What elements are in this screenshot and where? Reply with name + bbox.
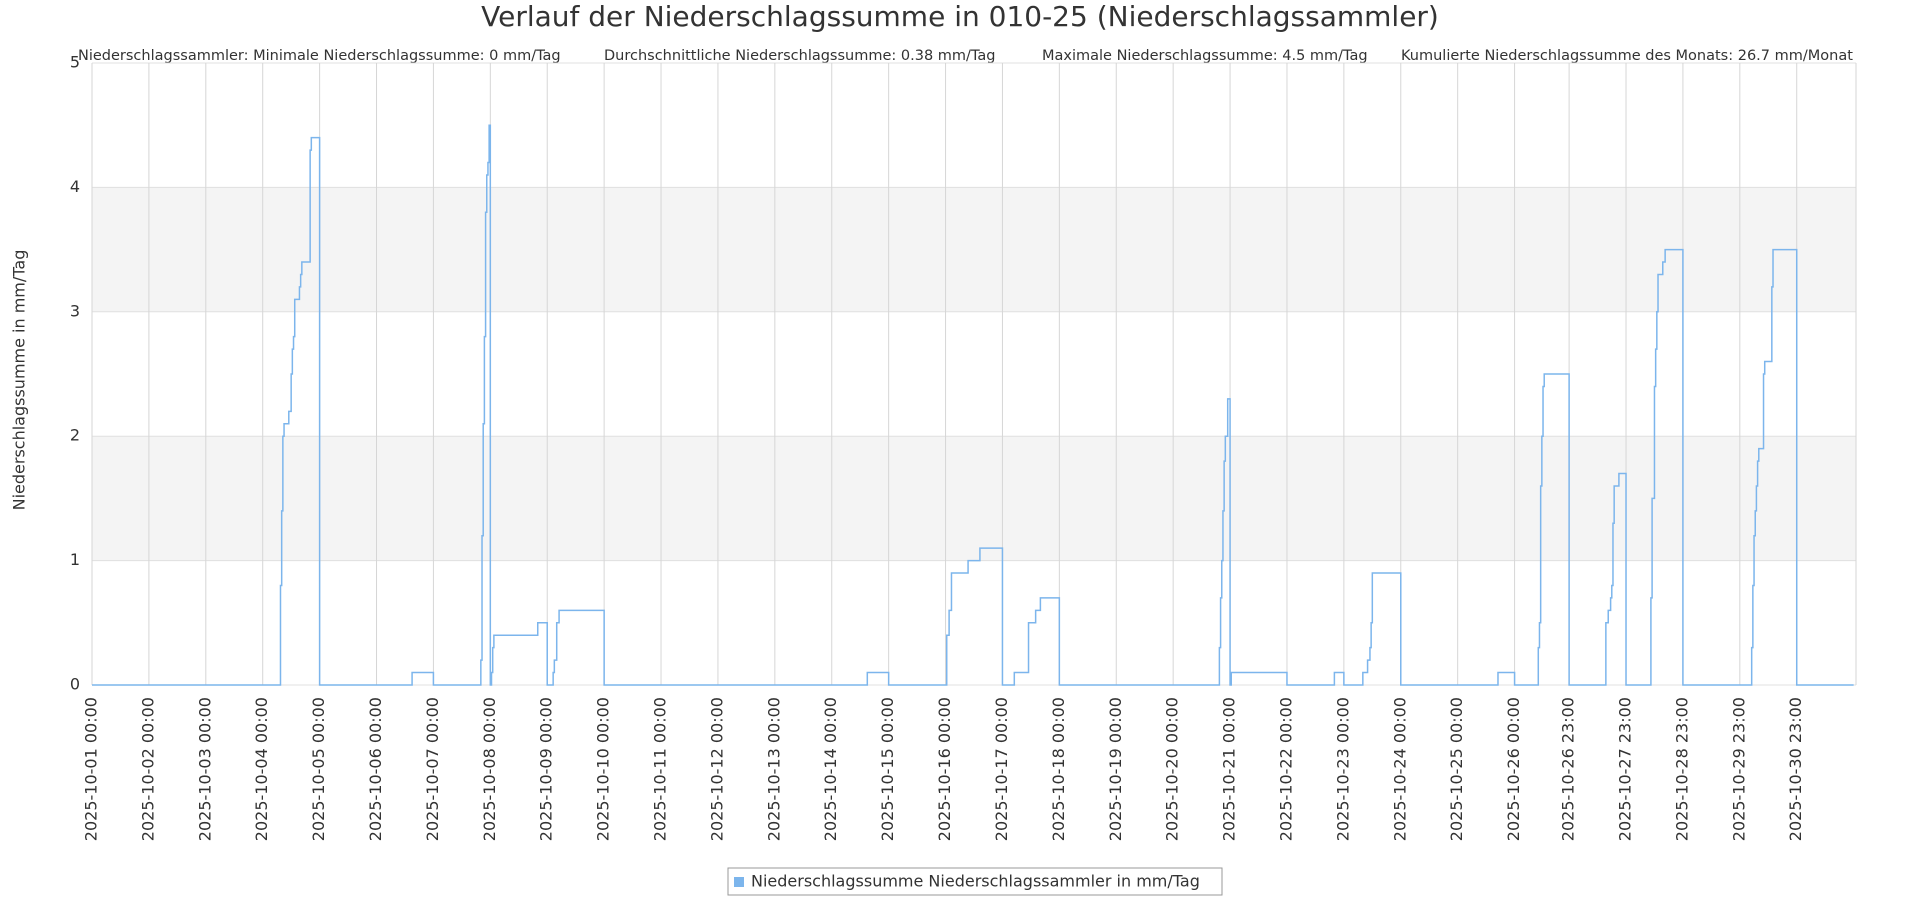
x-tick-label: 2025-10-23 00:00 (1333, 697, 1352, 841)
x-tick-label: 2025-10-30 23:00 (1786, 697, 1805, 841)
x-tick-label: 2025-10-16 00:00 (935, 697, 954, 841)
x-tick-label: 2025-10-22 00:00 (1276, 697, 1295, 841)
y-axis-label: Niederschlagssumme in mm/Tag (10, 250, 29, 511)
x-tick-label: 2025-10-19 00:00 (1106, 697, 1125, 841)
x-tick-label: 2025-10-29 23:00 (1729, 697, 1748, 841)
chart-title: Verlauf der Niederschlagssumme in 010-25… (481, 0, 1439, 33)
x-tick-label: 2025-10-18 00:00 (1049, 697, 1068, 841)
x-tick-label: 2025-10-12 00:00 (707, 697, 726, 841)
x-tick-label: 2025-10-17 00:00 (992, 697, 1011, 841)
x-tick-label: 2025-10-04 00:00 (252, 697, 271, 841)
x-tick-label: 2025-10-25 00:00 (1447, 697, 1466, 841)
legend-box (727, 867, 1223, 896)
legend-label: Niederschlagssumme Niederschlagssammler … (751, 872, 1200, 891)
x-tick-label: 2025-10-11 00:00 (651, 697, 670, 841)
x-tick-label: 2025-10-03 00:00 (195, 697, 214, 841)
x-tick-label: 2025-10-13 00:00 (764, 697, 783, 841)
x-tick-label: 2025-10-14 00:00 (821, 697, 840, 841)
y-tick-label: 3 (70, 301, 80, 320)
x-tick-label: 2025-10-28 23:00 (1672, 697, 1691, 841)
legend: Niederschlagssumme Niederschlagssammler … (727, 867, 1223, 896)
plot-band (92, 436, 1856, 561)
y-tick-label: 0 (70, 675, 80, 694)
annotation: Kumulierte Niederschlagssumme des Monats… (1401, 48, 1853, 64)
y-tick-label: 1 (70, 550, 80, 569)
y-tick-label: 4 (70, 177, 80, 196)
x-tick-label: 2025-10-27 23:00 (1616, 697, 1635, 841)
annotation: Durchschnittliche Niederschlagssumme: 0.… (604, 48, 995, 64)
x-tick-label: 2025-10-01 00:00 (82, 697, 101, 841)
x-tick-label: 2025-10-10 00:00 (594, 697, 613, 841)
plot-band (92, 187, 1856, 312)
annotation: Niederschlagssammler: Minimale Niedersch… (78, 48, 561, 64)
x-tick-label: 2025-10-08 00:00 (480, 697, 499, 841)
x-tick-label: 2025-10-21 00:00 (1220, 697, 1239, 841)
x-tick-label: 2025-10-20 00:00 (1163, 697, 1182, 841)
x-tick-label: 2025-10-07 00:00 (423, 697, 442, 841)
x-tick-label: 2025-10-24 00:00 (1390, 697, 1409, 841)
x-tick-label: 2025-10-15 00:00 (878, 697, 897, 841)
x-tick-label: 2025-10-02 00:00 (138, 697, 157, 841)
y-tick-label: 2 (70, 426, 80, 445)
x-tick-label: 2025-10-09 00:00 (537, 697, 556, 841)
y-tick-label: 5 (70, 53, 80, 72)
legend-marker (734, 877, 744, 887)
x-tick-label: 2025-10-06 00:00 (366, 697, 385, 841)
x-tick-label: 2025-10-05 00:00 (309, 697, 328, 841)
x-tick-label: 2025-10-26 00:00 (1504, 697, 1523, 841)
data-line (92, 124, 1854, 686)
x-tick-label: 2025-10-26 23:00 (1559, 697, 1578, 841)
annotation: Maximale Niederschlagssumme: 4.5 mm/Tag (1042, 48, 1368, 64)
